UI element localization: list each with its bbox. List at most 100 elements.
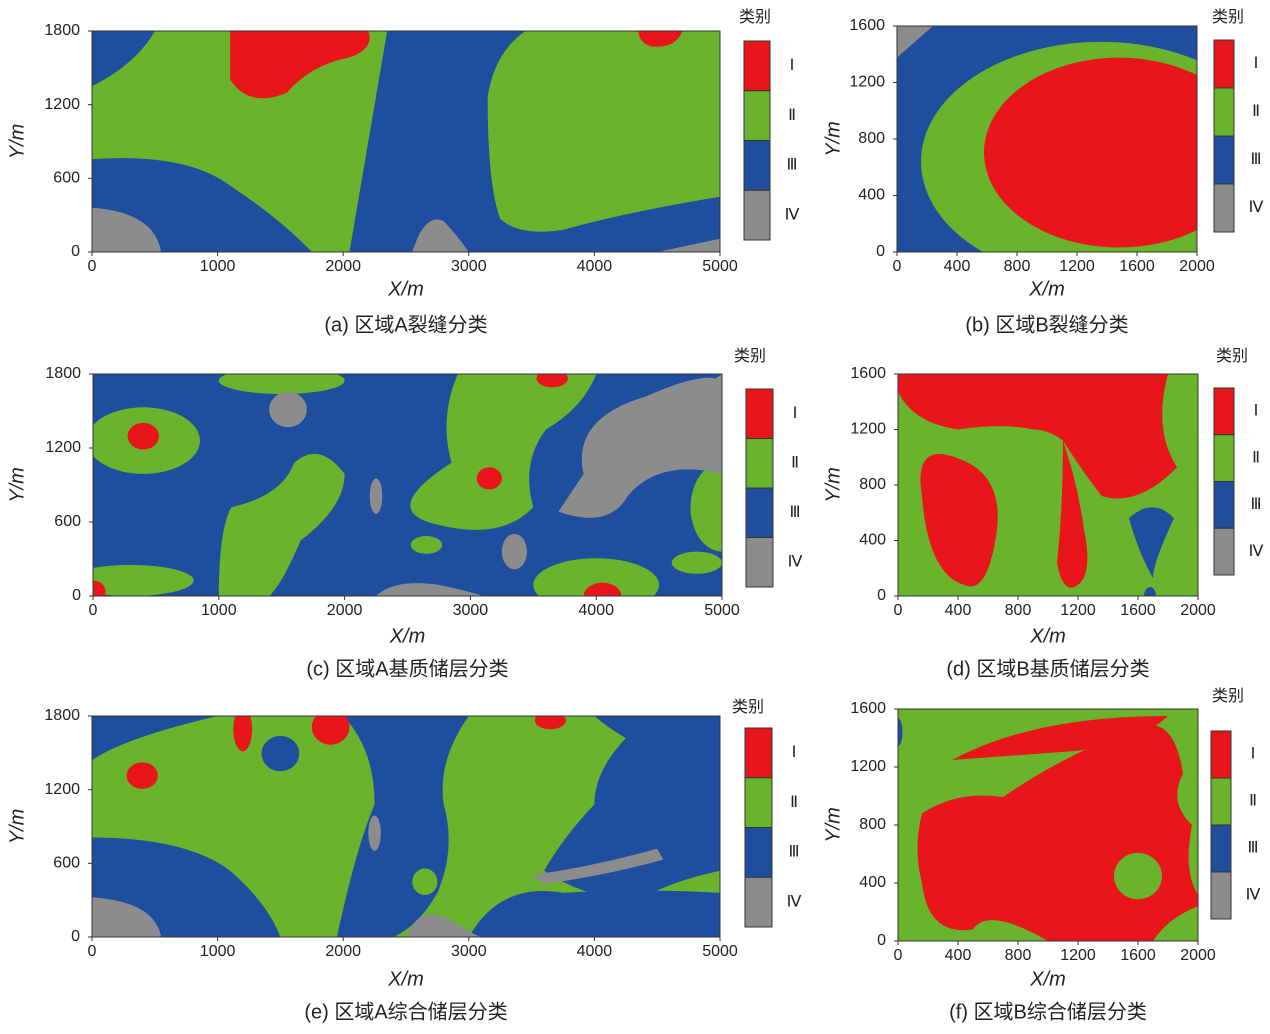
region <box>531 848 664 884</box>
y-tick-label: 1200 <box>849 74 885 91</box>
x-axis-title: X/m <box>1029 625 1066 647</box>
caption: (f) 区域B综合储层分类 <box>949 1000 1147 1023</box>
legend-label: Ⅳ <box>785 206 800 223</box>
region <box>349 31 720 252</box>
legend-swatch <box>744 827 773 878</box>
x-tick-label: 400 <box>944 258 971 275</box>
y-axis-title: Y/m <box>822 807 844 843</box>
region <box>533 558 660 597</box>
region <box>218 374 345 394</box>
legend-swatch <box>1213 527 1235 576</box>
x-tick-label: 1600 <box>1120 947 1156 964</box>
y-tick-label: 800 <box>858 130 885 147</box>
legend-swatch <box>745 537 774 588</box>
y-tick-label: 400 <box>858 187 885 204</box>
x-tick-label: 2000 <box>1179 258 1215 275</box>
region <box>92 207 162 252</box>
legend-swatch <box>743 90 771 141</box>
caption: (c) 区域A基质储层分类 <box>306 657 508 680</box>
region <box>544 716 720 899</box>
region <box>952 715 1168 761</box>
y-tick-label: 0 <box>877 587 886 604</box>
x-tick-label: 1000 <box>200 943 236 960</box>
legend-swatch <box>1210 871 1232 920</box>
legend-title: 类别 <box>734 347 766 365</box>
region <box>583 582 622 597</box>
y-tick-label: 0 <box>72 587 81 604</box>
region <box>412 868 438 896</box>
x-tick-label: 0 <box>88 258 97 275</box>
legend-label: Ⅰ <box>790 57 795 74</box>
x-tick-label: 3000 <box>453 602 489 619</box>
x-tick-label: 1000 <box>201 602 237 619</box>
y-tick-label: 0 <box>876 243 885 260</box>
region <box>1114 852 1162 900</box>
region <box>93 564 194 596</box>
x-tick-label: 1600 <box>1120 602 1156 619</box>
legend-label: Ⅰ <box>1254 55 1259 72</box>
region <box>233 716 253 752</box>
legend-swatch <box>1213 39 1235 89</box>
y-axis-title: Y/m <box>6 467 28 503</box>
y-tick-label: 1200 <box>850 758 886 775</box>
legend-label: Ⅱ <box>790 794 798 811</box>
y-tick-label: 400 <box>859 532 886 549</box>
y-tick-label: 800 <box>859 816 886 833</box>
region <box>920 454 998 587</box>
legend-swatch <box>743 40 771 92</box>
x-tick-label: 5000 <box>702 258 738 275</box>
region <box>690 462 722 552</box>
y-tick-label: 1800 <box>45 365 81 382</box>
class-map <box>92 31 720 252</box>
legend-label: Ⅰ <box>792 744 797 761</box>
region <box>410 374 597 530</box>
legend-label: Ⅰ <box>1254 403 1259 420</box>
region <box>501 533 528 570</box>
legend-swatch <box>743 140 771 191</box>
x-tick-label: 5000 <box>702 943 738 960</box>
caption: (d) 区域B基质储层分类 <box>946 657 1149 680</box>
x-tick-label: 400 <box>945 947 972 964</box>
x-tick-label: 1200 <box>1060 947 1096 964</box>
legend-label: Ⅳ <box>1246 887 1261 904</box>
x-tick-label: 800 <box>1005 947 1032 964</box>
legend-label: Ⅲ <box>786 157 797 174</box>
legend-swatch <box>745 438 774 489</box>
region <box>92 31 155 87</box>
legend-title: 类别 <box>1212 687 1244 705</box>
x-tick-label: 3000 <box>451 943 487 960</box>
region <box>369 478 383 514</box>
legend-label: Ⅲ <box>789 504 800 521</box>
legend-swatch <box>745 487 774 538</box>
x-tick-label: 2000 <box>327 602 363 619</box>
region <box>261 735 300 772</box>
x-tick-label: 2000 <box>1180 602 1216 619</box>
legend-swatch <box>1210 730 1232 779</box>
region <box>126 762 158 789</box>
y-tick-label: 400 <box>859 874 886 891</box>
x-tick-label: 800 <box>1004 258 1031 275</box>
region <box>898 374 1177 499</box>
x-tick-label: 2000 <box>325 258 361 275</box>
region <box>269 391 307 428</box>
x-axis-title: X/m <box>387 278 424 300</box>
region <box>536 374 568 388</box>
plot-frame <box>91 715 721 938</box>
region <box>412 219 469 252</box>
y-tick-label: 1200 <box>44 781 80 798</box>
y-tick-label: 800 <box>859 476 886 493</box>
region <box>368 815 381 851</box>
x-axis-title: X/m <box>1028 278 1065 300</box>
y-tick-label: 1600 <box>849 17 885 34</box>
y-axis-title: Y/m <box>822 467 844 503</box>
class-map <box>92 716 720 937</box>
legend-label: Ⅱ <box>1252 103 1260 120</box>
legend-swatch <box>744 876 773 928</box>
legend-label: Ⅱ <box>1252 449 1260 466</box>
y-tick-label: 0 <box>71 928 80 945</box>
legend-swatch <box>744 727 773 779</box>
legend-swatch <box>745 388 774 439</box>
x-tick-label: 3000 <box>451 258 487 275</box>
caption: (e) 区域A综合储层分类 <box>304 1000 507 1023</box>
